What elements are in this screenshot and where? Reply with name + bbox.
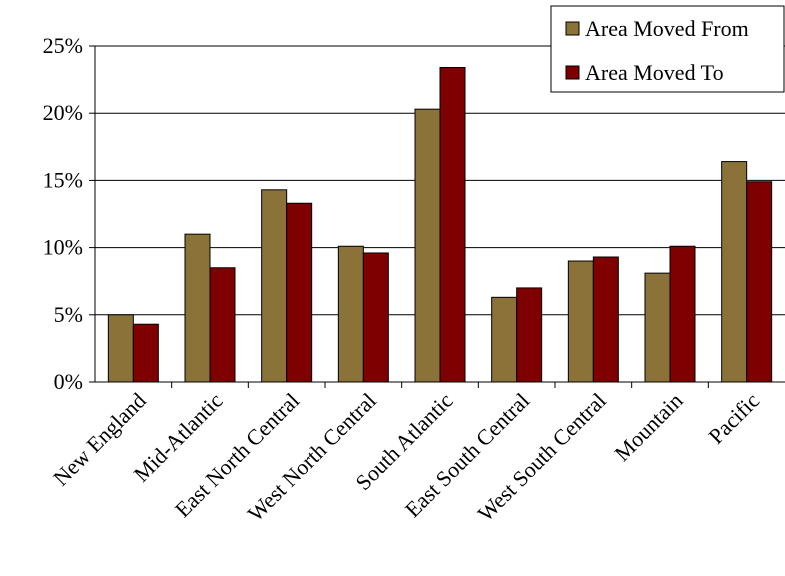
bar	[669, 245, 696, 383]
y-tick-labels: 0% 5% 10% 15% 20% 25%	[43, 33, 83, 394]
bar	[107, 314, 134, 383]
bar	[184, 233, 211, 383]
x-tick-label: West South Central	[473, 388, 611, 526]
bar	[592, 256, 619, 383]
bar	[209, 267, 236, 383]
bar	[491, 296, 518, 383]
bar	[644, 272, 671, 383]
bar	[414, 108, 441, 383]
legend-swatch-area-moved-to	[565, 65, 580, 80]
y-tick-label: 20%	[43, 100, 83, 125]
bar	[516, 287, 543, 383]
x-tick-label: West North Central	[243, 388, 381, 526]
legend-label-area-moved-from: Area Moved From	[585, 16, 749, 41]
y-tick-label: 5%	[54, 302, 83, 327]
bar	[362, 252, 389, 383]
axes	[94, 46, 785, 383]
bars	[107, 67, 773, 383]
legend: Area Moved From Area Moved To	[550, 5, 785, 93]
legend-label-area-moved-to: Area Moved To	[585, 60, 724, 85]
bar	[721, 161, 748, 383]
y-tick-label: 10%	[43, 235, 83, 260]
bar	[132, 323, 159, 383]
bar	[261, 189, 288, 383]
x-tick-label: Pacific	[703, 388, 764, 449]
bar	[439, 67, 466, 383]
legend-box	[550, 5, 785, 93]
legend-swatch-area-moved-from	[565, 21, 580, 36]
bar	[567, 260, 594, 383]
y-tick-label: 15%	[43, 167, 83, 192]
x-tick-label: Mountain	[609, 388, 687, 466]
bar	[746, 181, 773, 383]
y-tick-label: 25%	[43, 33, 83, 58]
bar	[337, 245, 364, 383]
y-tick-label: 0%	[54, 369, 83, 394]
bar	[286, 202, 313, 383]
